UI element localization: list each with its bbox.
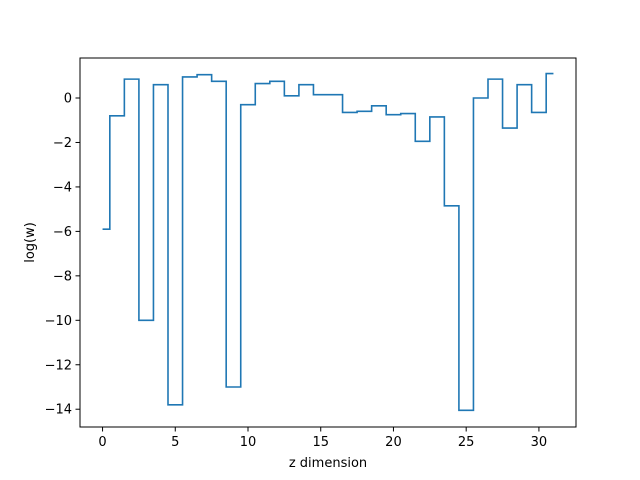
y-axis-ticks: −14 −12 −10 −8 −6 −4 −2 0 [45, 92, 80, 418]
y-axis-label: log(w) [23, 222, 38, 263]
axes-frame [79, 57, 577, 428]
plot-content [102, 72, 554, 412]
x-tick-label: 25 [458, 435, 475, 450]
x-axis-ticks: 0 5 10 15 20 25 30 [98, 427, 547, 450]
x-tick-label: 15 [312, 435, 329, 450]
y-tick-label: −12 [45, 358, 72, 373]
x-tick-label: 30 [531, 435, 548, 450]
x-tick-label: 10 [240, 435, 257, 450]
y-tick-label: −8 [53, 269, 72, 284]
y-tick-label: 0 [64, 92, 72, 107]
series-step-line-0 [102, 72, 554, 412]
x-tick-label: 5 [171, 435, 179, 450]
x-axis-label: z dimension [289, 456, 367, 471]
x-tick-label: 0 [98, 435, 106, 450]
y-tick-label: −10 [45, 314, 72, 329]
y-tick-label: −2 [53, 136, 72, 151]
y-tick-label: −6 [53, 225, 72, 240]
x-tick-label: 20 [385, 435, 402, 450]
y-tick-label: −4 [53, 180, 72, 195]
y-tick-label: −14 [45, 403, 72, 418]
